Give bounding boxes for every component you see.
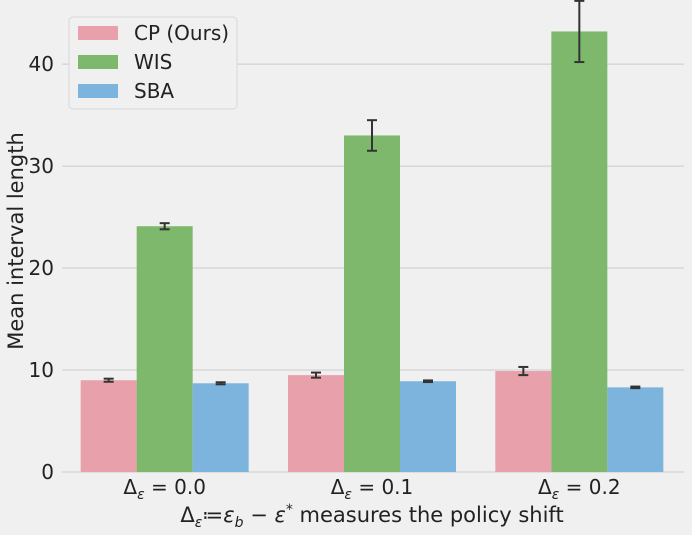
legend-swatch <box>78 55 118 69</box>
bars <box>80 31 664 472</box>
x-tick-label: Δε = 0.2 <box>538 475 621 503</box>
legend-entry: CP (Ours) <box>78 21 229 45</box>
y-tick-label: 40 <box>29 52 54 76</box>
error-bar <box>215 381 226 386</box>
x-axis-label: Δε≔εb − ε* measures the policy shift <box>180 502 563 531</box>
error-bar <box>311 371 321 379</box>
y-tick-label: 10 <box>29 358 54 382</box>
y-tick-labels: 0 10 20 30 40 <box>29 52 54 484</box>
bar <box>192 383 249 472</box>
error-bar <box>367 119 377 152</box>
legend-swatch <box>78 84 118 98</box>
bar <box>607 387 664 472</box>
legend-label: CP (Ours) <box>134 21 229 45</box>
bar <box>400 381 456 472</box>
bar <box>136 226 193 472</box>
y-tick-label: 0 <box>41 460 54 484</box>
error-bar <box>103 377 114 383</box>
legend-label: SBA <box>134 79 174 103</box>
bar <box>495 371 552 472</box>
bar <box>551 31 608 472</box>
legend-entry: WIS <box>78 50 172 74</box>
x-tick-label: Δε = 0.0 <box>123 475 206 503</box>
error-bar <box>159 222 170 231</box>
y-tick-label: 30 <box>29 154 54 178</box>
bar <box>344 135 400 472</box>
y-axis-label: Mean interval length <box>4 132 28 350</box>
error-bar <box>423 379 433 384</box>
x-tick-labels: Δε = 0.0 Δε = 0.1 Δε = 0.2 <box>123 475 620 503</box>
error-bars <box>103 0 641 390</box>
x-tick-label: Δε = 0.1 <box>331 475 414 503</box>
legend-swatch <box>78 26 118 40</box>
error-bar <box>630 385 641 390</box>
bar <box>288 375 344 472</box>
y-tick-label: 20 <box>29 256 54 280</box>
legend-entry: SBA <box>78 79 174 103</box>
error-bar <box>574 0 585 64</box>
bar <box>80 380 137 472</box>
legend-label: WIS <box>134 50 172 74</box>
legend: CP (Ours) WIS SBA <box>68 16 238 110</box>
error-bar <box>518 365 529 377</box>
